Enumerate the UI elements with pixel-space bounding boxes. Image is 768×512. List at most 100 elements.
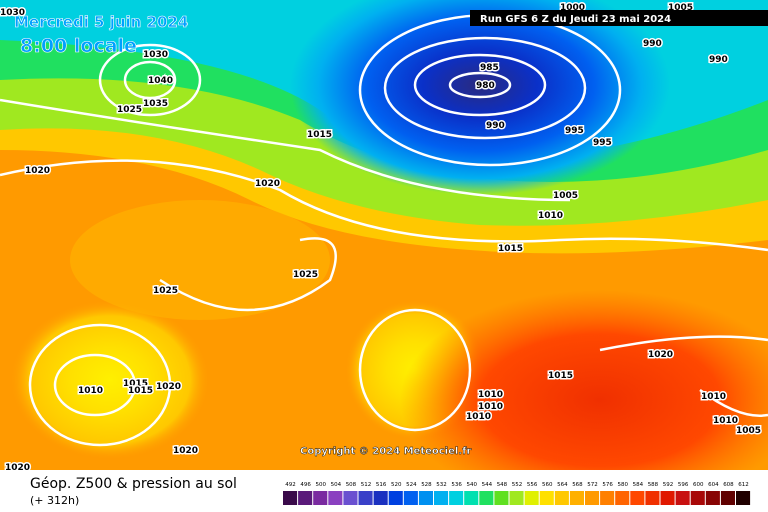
legend-swatch bbox=[328, 491, 343, 505]
isobar-label: 1040 bbox=[148, 76, 173, 86]
isobar-label: 1025 bbox=[153, 286, 178, 296]
isobars bbox=[0, 13, 768, 447]
legend-swatch bbox=[494, 491, 509, 505]
legend-swatch bbox=[418, 491, 433, 505]
isobar-label: 1025 bbox=[117, 105, 142, 115]
isobar-label: 1015 bbox=[498, 244, 523, 254]
legend-label: 492 bbox=[285, 482, 296, 488]
legend-label: 580 bbox=[618, 482, 629, 488]
isobar-label: 1010 bbox=[78, 386, 103, 396]
legend-swatch bbox=[403, 491, 418, 505]
legend-label: 588 bbox=[648, 482, 659, 488]
legend-label: 504 bbox=[331, 482, 342, 488]
isobar-label: 985 bbox=[480, 63, 499, 73]
isobar-label: 995 bbox=[593, 138, 612, 148]
isobar-label: 995 bbox=[565, 126, 584, 136]
isobar-label: 990 bbox=[486, 121, 505, 131]
legend-swatch bbox=[630, 491, 645, 505]
legend-label: 596 bbox=[678, 482, 689, 488]
footer-title: Géop. Z500 & pression au sol bbox=[30, 476, 237, 492]
legend-swatch bbox=[298, 491, 313, 505]
isobar-label: 1010 bbox=[466, 412, 491, 422]
legend-swatch bbox=[358, 491, 373, 505]
legend-label: 548 bbox=[497, 482, 508, 488]
legend-swatch bbox=[313, 491, 328, 505]
isobar-label: 990 bbox=[709, 55, 728, 65]
legend-label: 576 bbox=[602, 482, 613, 488]
legend-swatch bbox=[675, 491, 690, 505]
legend-label: 600 bbox=[693, 482, 704, 488]
run-info: Run GFS 6 Z du Jeudi 23 mai 2024 bbox=[480, 14, 671, 25]
isobar-label: 1015 bbox=[128, 386, 153, 396]
copyright: Copyright © 2024 Meteociel.fr bbox=[300, 446, 471, 457]
legend-label: 496 bbox=[300, 482, 311, 488]
legend-swatch bbox=[388, 491, 403, 505]
legend-swatch bbox=[585, 491, 600, 505]
isobar-label: 1010 bbox=[538, 211, 563, 221]
isobar-label: 1020 bbox=[25, 166, 50, 176]
legend-swatch bbox=[720, 491, 735, 505]
legend-swatch bbox=[464, 491, 479, 505]
legend-swatch bbox=[705, 491, 720, 505]
isobar-label: 1010 bbox=[478, 402, 503, 412]
legend-label: 612 bbox=[738, 482, 749, 488]
legend-label: 520 bbox=[391, 482, 402, 488]
legend-swatch bbox=[736, 491, 751, 505]
legend-label: 564 bbox=[557, 482, 568, 488]
isobar-label: 1015 bbox=[123, 379, 148, 389]
legend-swatch bbox=[283, 491, 298, 505]
legend-swatch bbox=[373, 491, 388, 505]
isobar-label: 1030 bbox=[143, 50, 168, 60]
time: 8:00 locale bbox=[20, 35, 137, 57]
legend-label: 604 bbox=[708, 482, 719, 488]
isobar-label: 1020 bbox=[173, 446, 198, 456]
legend-label: 540 bbox=[467, 482, 478, 488]
legend-label: 584 bbox=[633, 482, 644, 488]
legend-label: 516 bbox=[376, 482, 387, 488]
legend-swatch bbox=[509, 491, 524, 505]
legend-label: 556 bbox=[527, 482, 538, 488]
legend-label: 512 bbox=[361, 482, 372, 488]
isobar-label: 1035 bbox=[143, 99, 168, 109]
legend-label: 568 bbox=[572, 482, 583, 488]
legend-label: 608 bbox=[723, 482, 734, 488]
isobar-label: 1005 bbox=[553, 191, 578, 201]
legend-label: 536 bbox=[451, 482, 462, 488]
isobar-label: 1015 bbox=[548, 371, 573, 381]
legend-label: 532 bbox=[436, 482, 447, 488]
isobar-label: 1010 bbox=[713, 416, 738, 426]
legend-swatch bbox=[615, 491, 630, 505]
legend-label: 500 bbox=[316, 482, 327, 488]
legend-label: 528 bbox=[421, 482, 432, 488]
legend-label: 572 bbox=[587, 482, 598, 488]
legend-swatch bbox=[660, 491, 675, 505]
date: Mercredi 5 juin 2024 bbox=[14, 13, 188, 31]
isobar-label: 1010 bbox=[478, 390, 503, 400]
isobar-label: 990 bbox=[643, 39, 662, 49]
legend-swatch bbox=[600, 491, 615, 505]
isobar-label: 1020 bbox=[255, 179, 280, 189]
isobar-label: 1020 bbox=[648, 350, 673, 360]
isobar-label: 980 bbox=[476, 81, 495, 91]
isobar-label: 1025 bbox=[293, 270, 318, 280]
legend-swatch bbox=[539, 491, 554, 505]
legend-label: 552 bbox=[512, 482, 523, 488]
legend-label: 560 bbox=[542, 482, 553, 488]
legend-swatch bbox=[524, 491, 539, 505]
legend-swatch bbox=[434, 491, 449, 505]
legend-swatch bbox=[690, 491, 705, 505]
legend-swatch bbox=[554, 491, 569, 505]
run-box bbox=[470, 10, 768, 26]
legend-label: 508 bbox=[346, 482, 357, 488]
legend-swatch bbox=[479, 491, 494, 505]
legend-label: 544 bbox=[482, 482, 493, 488]
isobar-label: 1010 bbox=[701, 392, 726, 402]
footer-lead: (+ 312h) bbox=[30, 494, 79, 507]
isobar-label: 1020 bbox=[156, 382, 181, 392]
legend-swatch bbox=[449, 491, 464, 505]
legend-label: 524 bbox=[406, 482, 417, 488]
legend-swatch bbox=[569, 491, 584, 505]
isobar-label: 1005 bbox=[736, 426, 761, 436]
